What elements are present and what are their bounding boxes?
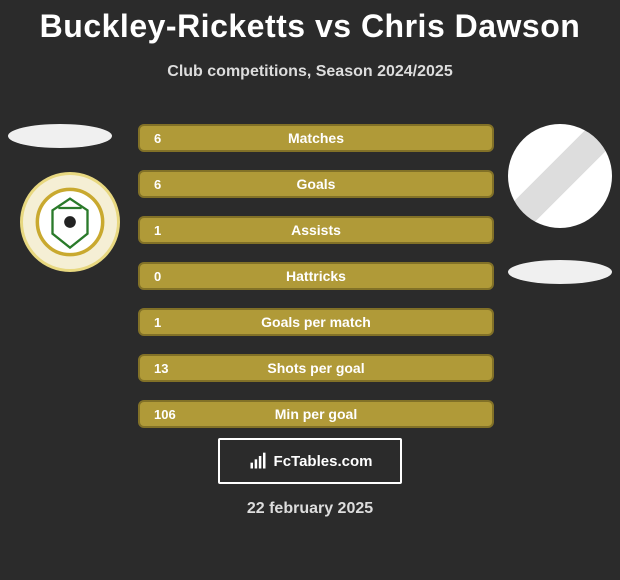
stat-label: Goals per match xyxy=(140,314,492,330)
bar-chart-icon xyxy=(248,451,268,471)
stat-label: Shots per goal xyxy=(140,360,492,376)
stat-bar-min-per-goal: 106 Min per goal xyxy=(138,400,494,428)
stat-label: Matches xyxy=(140,130,492,146)
crest-icon xyxy=(35,187,105,257)
page-subtitle: Club competitions, Season 2024/2025 xyxy=(0,63,620,81)
page-title: Buckley-Ricketts vs Chris Dawson xyxy=(0,0,620,45)
player-right-badge xyxy=(508,260,612,284)
stat-bar-goals-per-match: 1 Goals per match xyxy=(138,308,494,336)
stat-value: 1 xyxy=(154,315,161,330)
stat-bar-hattricks: 0 Hattricks xyxy=(138,262,494,290)
stat-bar-assists: 1 Assists xyxy=(138,216,494,244)
stat-value: 13 xyxy=(154,361,168,376)
stat-value: 6 xyxy=(154,131,161,146)
player-left-badge xyxy=(8,124,112,148)
stat-label: Hattricks xyxy=(140,268,492,284)
stat-bar-goals: 6 Goals xyxy=(138,170,494,198)
stat-label: Assists xyxy=(140,222,492,238)
stat-label: Min per goal xyxy=(140,406,492,422)
club-crest-left xyxy=(20,172,120,272)
stat-value: 106 xyxy=(154,407,176,422)
footer-date: 22 february 2025 xyxy=(0,500,620,518)
stat-bar-shots-per-goal: 13 Shots per goal xyxy=(138,354,494,382)
stats-bars: 6 Matches 6 Goals 1 Assists 0 Hattricks … xyxy=(138,124,494,446)
player-right-photo xyxy=(508,124,612,228)
stat-value: 1 xyxy=(154,223,161,238)
brand-badge[interactable]: FcTables.com xyxy=(218,438,402,484)
stat-value: 6 xyxy=(154,177,161,192)
stat-label: Goals xyxy=(140,176,492,192)
brand-text: FcTables.com xyxy=(274,453,373,470)
stat-bar-matches: 6 Matches xyxy=(138,124,494,152)
stat-value: 0 xyxy=(154,269,161,284)
